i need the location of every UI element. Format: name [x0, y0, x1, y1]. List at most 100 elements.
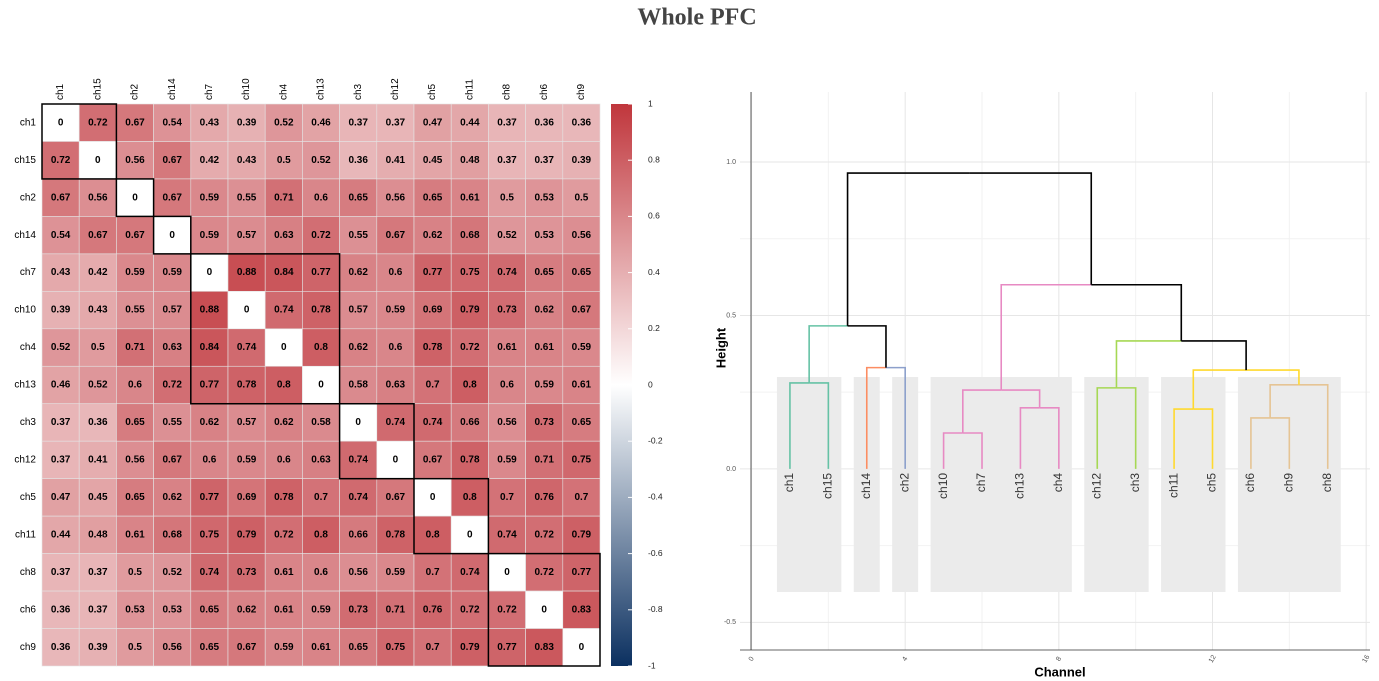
cell-value: 0.37: [534, 155, 554, 166]
cell-value: 0.55: [162, 417, 182, 428]
heatmap-cell: [264, 478, 303, 517]
cell-value: 0.57: [162, 305, 182, 316]
cell-value: 0.58: [311, 417, 331, 428]
cell-value: 0.43: [88, 305, 108, 316]
heatmap-cell: [376, 403, 415, 442]
dendrogram-branch: [1250, 417, 1271, 469]
cell-value: 0.52: [88, 380, 108, 391]
heatmap-cell: [227, 291, 266, 330]
heatmap-cell: [376, 253, 415, 292]
cell-value: 0.6: [128, 380, 142, 391]
column-label: ch6: [539, 83, 550, 100]
heatmap-cell: [264, 628, 303, 667]
cell-value: 0.76: [423, 604, 443, 615]
cell-value: 0.67: [423, 455, 443, 466]
cell-value: 0.8: [277, 380, 291, 391]
cell-value: 0.69: [423, 305, 443, 316]
heatmap-cell: [562, 440, 601, 479]
cell-value: 0.37: [51, 417, 71, 428]
cell-value: 0.78: [423, 342, 443, 353]
heatmap-cell: [264, 590, 303, 629]
column-label: ch2: [130, 83, 141, 100]
cell-value: 0: [281, 342, 287, 353]
cell-value: 0.42: [88, 267, 108, 278]
heatmap-cell: [227, 478, 266, 517]
cell-value: 0.36: [88, 417, 108, 428]
heatmap-cell: [562, 403, 601, 442]
heatmap-cell: [302, 141, 340, 180]
heatmap-cell: [41, 216, 80, 255]
column-label: ch15: [92, 78, 103, 100]
cell-value: 0: [95, 155, 101, 166]
cell-value: 0.47: [423, 117, 443, 128]
heatmap-cell: [562, 590, 601, 629]
cell-value: 0.62: [200, 417, 220, 428]
cell-value: 0.63: [162, 342, 182, 353]
colorbar-tick-label: 0: [648, 379, 653, 389]
dendrogram-branch: [847, 325, 887, 368]
cell-value: 0.56: [162, 642, 182, 653]
heatmap-cell: [339, 328, 378, 367]
heatmap-cell: [562, 328, 601, 367]
dendrogram-branch: [942, 432, 963, 469]
cell-value: 0.41: [386, 155, 406, 166]
heatmap-cell: [153, 253, 192, 292]
cell-value: 0.74: [348, 492, 368, 503]
heatmap-cell: [376, 291, 415, 330]
row-label: ch10: [14, 305, 36, 316]
cell-value: 0.72: [274, 530, 294, 541]
colorbar-tick-label: 0.4: [648, 267, 660, 277]
dendrogram-branch: [1193, 408, 1214, 469]
cell-value: 0: [541, 604, 547, 615]
cell-value: 0.75: [386, 642, 406, 653]
row-label: ch5: [20, 492, 37, 503]
heatmap-cell: [78, 403, 117, 442]
heatmap-cell: [450, 291, 489, 330]
cell-value: 0.52: [51, 342, 71, 353]
heatmap-cell: [488, 628, 526, 667]
cell-value: 0.61: [534, 342, 554, 353]
heatmap-cell: [562, 253, 601, 292]
heatmap-cell: [116, 403, 154, 442]
cell-value: 0.45: [88, 492, 108, 503]
cell-value: 0.48: [88, 530, 108, 541]
cell-value: 0.59: [125, 267, 145, 278]
row-label: ch7: [20, 267, 37, 278]
heatmap-cell: [78, 216, 117, 255]
cell-value: 0.53: [534, 192, 554, 203]
leaf-label: ch1: [782, 473, 796, 493]
cell-value: 0.36: [51, 642, 71, 653]
dendrogram-branch: [1246, 369, 1300, 385]
cell-value: 0.67: [386, 492, 406, 503]
heatmap-cell: [488, 328, 526, 367]
heatmap-cell: [302, 440, 340, 479]
cell-value: 0.47: [51, 492, 71, 503]
column-label: ch14: [167, 78, 178, 100]
cell-value: 0.6: [314, 567, 328, 578]
heatmap-cell: [116, 291, 154, 330]
heatmap-cell: [525, 515, 564, 554]
row-label: ch2: [20, 192, 37, 203]
cell-value: 0.53: [534, 230, 554, 241]
leaf-label: ch8: [1320, 473, 1334, 493]
cell-value: 0.67: [88, 230, 108, 241]
cell-value: 0.57: [348, 305, 368, 316]
heatmap-cell: [190, 216, 229, 255]
cell-value: 0: [467, 530, 473, 541]
column-label: ch5: [427, 83, 438, 100]
cell-value: 0.61: [125, 530, 145, 541]
heatmap-cell: [413, 478, 452, 517]
cell-value: 0.75: [460, 267, 480, 278]
dendrogram-branch: [1192, 369, 1247, 410]
cell-value: 0.74: [274, 305, 294, 316]
heatmap-cell: [41, 103, 80, 142]
leaf-label: ch12: [1089, 473, 1103, 499]
cell-value: 0.65: [534, 267, 554, 278]
heatmap-cell: [116, 216, 154, 255]
x-tick-label: 4: [901, 656, 909, 663]
heatmap-cell: [413, 216, 452, 255]
heatmap-cell: [190, 365, 229, 405]
leaf-label: ch4: [1051, 473, 1065, 493]
heatmap-cell: [562, 628, 601, 667]
cell-value: 0.37: [88, 567, 108, 578]
